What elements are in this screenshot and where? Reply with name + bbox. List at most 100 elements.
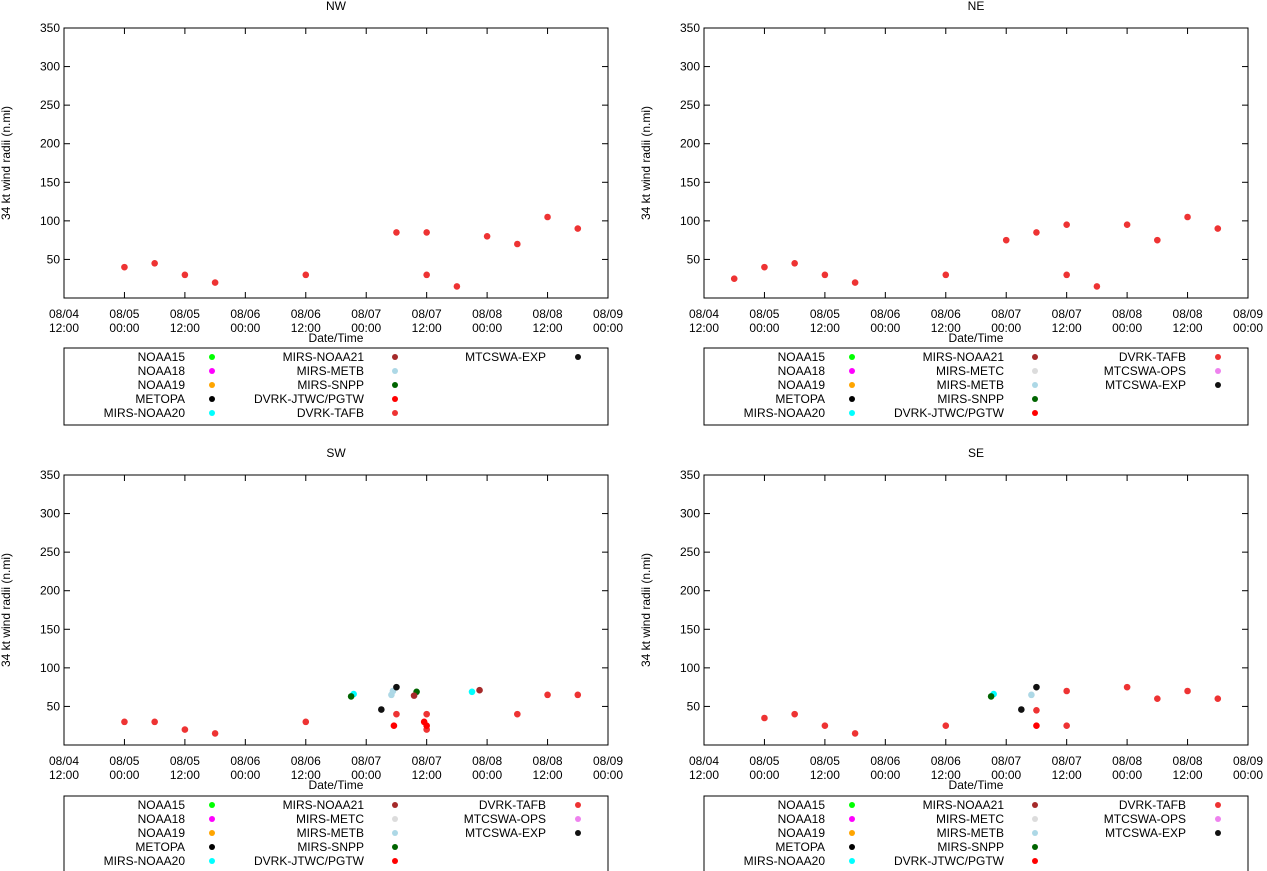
- legend-label: NOAA18: [138, 364, 186, 378]
- legend-label: MIRS-METC: [296, 812, 364, 826]
- x-tick-label-day: 08/09: [1233, 307, 1263, 321]
- legend-marker: [849, 816, 855, 822]
- legend-label: NOAA19: [778, 826, 826, 840]
- legend-marker: [849, 830, 855, 836]
- y-tick-label: 50: [687, 699, 701, 713]
- legend-marker: [392, 396, 398, 402]
- chart-panel-se: SE 50 100 150 200 250 300 350 34 kt wind radii (…: [639, 446, 1263, 871]
- legend-label: MIRS-SNPP: [937, 840, 1004, 854]
- series-dvrk-jtwc-pgtw: [390, 718, 430, 730]
- legend-label: MIRS-NOAA20: [104, 406, 186, 420]
- y-tick-label: 100: [40, 661, 60, 675]
- data-point: [483, 232, 491, 240]
- x-tick-label-day: 08/04: [689, 307, 719, 321]
- x-axis-label: Date/Time: [949, 778, 1004, 792]
- x-tick-label-day: 08/04: [689, 754, 719, 768]
- x-tick-label-time: 12:00: [533, 768, 563, 782]
- y-tick-label: 300: [680, 60, 700, 74]
- x-tick-label-time: 12:00: [1052, 768, 1082, 782]
- legend-marker: [1215, 830, 1221, 836]
- legend-frame: [703, 795, 1249, 871]
- data-point: [181, 271, 189, 279]
- legend-marker: [209, 354, 215, 360]
- y-tick-label: 50: [687, 252, 701, 266]
- data-point: [730, 275, 738, 283]
- chart-panel-nw: NW 50 100 150 200 250 300 350 34 kt wind radii (…: [0, 0, 623, 426]
- data-point: [1002, 236, 1010, 244]
- x-tick-label-time: 12:00: [291, 768, 321, 782]
- data-point: [1033, 229, 1040, 236]
- legend-marker: [209, 816, 215, 822]
- data-point: [574, 691, 582, 699]
- y-tick-label: 300: [40, 60, 60, 74]
- data-point: [121, 718, 128, 726]
- series-mirs-snpp: [347, 688, 420, 700]
- legend-label: DVRK-JTWC/PGTW: [254, 854, 365, 868]
- y-tick-label: 250: [40, 545, 60, 559]
- x-tick-label-day: 08/05: [109, 307, 139, 321]
- x-tick-label-time: 12:00: [49, 321, 79, 335]
- data-point: [151, 259, 158, 267]
- legend-label: NOAA15: [138, 350, 186, 364]
- y-tick-label: 200: [40, 137, 60, 151]
- legend-label: METOPA: [135, 840, 185, 854]
- legend-marker: [392, 368, 398, 374]
- x-tick-label-day: 08/04: [49, 307, 79, 321]
- legend-marker: [849, 396, 855, 402]
- legend-marker: [575, 354, 581, 360]
- legend-marker: [1032, 858, 1038, 864]
- x-tick-label-time: 00:00: [1233, 321, 1263, 335]
- x-tick-label-time: 00:00: [1112, 768, 1142, 782]
- legend-label: MIRS-METB: [937, 826, 1004, 840]
- x-tick-label-day: 08/05: [170, 754, 200, 768]
- x-tick-label-time: 00:00: [870, 768, 900, 782]
- y-axis-label: 34 kt wind radii (n.mi): [639, 106, 653, 220]
- y-tick-label: 350: [40, 21, 60, 35]
- x-tick-label-day: 08/09: [593, 307, 623, 321]
- data-point: [544, 691, 551, 699]
- legend-marker: [1032, 802, 1038, 808]
- x-tick-label-time: 00:00: [109, 768, 139, 782]
- legend-label: METOPA: [775, 840, 825, 854]
- y-tick-label: 200: [680, 137, 700, 151]
- legend-label: NOAA15: [778, 798, 826, 812]
- series-mirs-snpp: [987, 693, 995, 700]
- series-dvrk-tafb: [761, 683, 1222, 737]
- y-tick-label: 250: [40, 98, 60, 112]
- chart-panel-sw: SW 50 100 150 200 250 300 350 34 kt wind radii (…: [0, 446, 623, 871]
- x-tick-label-time: 00:00: [593, 768, 623, 782]
- legend-marker: [209, 830, 215, 836]
- legend-marker: [1032, 368, 1038, 374]
- x-tick-label-time: 00:00: [472, 768, 502, 782]
- legend-marker: [1215, 802, 1221, 808]
- y-axis-label: 34 kt wind radii (n.mi): [0, 106, 13, 220]
- x-tick-label-time: 12:00: [291, 321, 321, 335]
- series-dvrk-tafb: [121, 213, 582, 290]
- legend-label: MTCSWA-EXP: [1105, 826, 1186, 840]
- data-point: [1214, 695, 1222, 703]
- series-mtcswa-exp: [1018, 683, 1040, 713]
- legend-label: MIRS-NOAA20: [744, 406, 826, 420]
- x-tick-label-time: 12:00: [1173, 321, 1203, 335]
- x-tick-label-time: 12:00: [810, 768, 840, 782]
- y-tick-label: 300: [680, 507, 700, 521]
- chart-title: SE: [968, 446, 984, 460]
- plot-frame: [63, 27, 609, 299]
- y-tick-label: 200: [40, 584, 60, 598]
- y-axis-label: 34 kt wind radii (n.mi): [0, 553, 13, 667]
- legend-marker: [1215, 354, 1221, 360]
- x-tick-label-day: 08/06: [931, 754, 961, 768]
- data-point: [1063, 722, 1070, 730]
- data-point: [1033, 706, 1040, 714]
- legend-label: METOPA: [135, 392, 185, 406]
- data-point: [1123, 221, 1131, 229]
- legend-label: NOAA19: [138, 378, 186, 392]
- legend-label: MIRS-NOAA21: [923, 798, 1005, 812]
- x-tick-label-day: 08/09: [1233, 754, 1263, 768]
- chart-title: SW: [326, 446, 346, 460]
- legend-marker: [849, 410, 855, 416]
- legend-marker: [575, 816, 581, 822]
- x-tick-label-day: 08/05: [749, 307, 779, 321]
